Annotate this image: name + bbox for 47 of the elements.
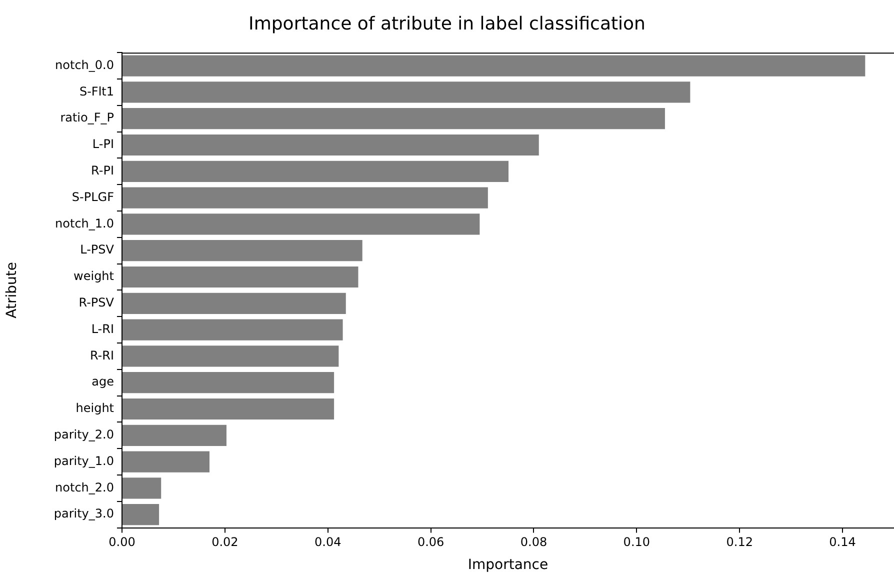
y-tick-label: height	[76, 401, 114, 416]
bar	[122, 55, 866, 76]
bar	[122, 398, 334, 420]
bar	[122, 319, 343, 340]
y-tick-label: L-PI	[92, 137, 114, 152]
y-tick-label: R-PI	[91, 164, 114, 178]
y-tick-label: parity_1.0	[54, 454, 114, 468]
x-tick-label: 0.02	[212, 535, 238, 550]
y-tick-label: L-PSV	[80, 242, 115, 257]
y-tick-label: R-RI	[90, 348, 114, 362]
bar	[122, 451, 210, 472]
x-tick-label: 0.08	[520, 535, 548, 550]
bar	[122, 478, 162, 499]
x-tick-label: 0.12	[726, 535, 753, 550]
bar	[122, 134, 539, 156]
bar	[122, 372, 334, 394]
bar	[122, 82, 690, 103]
bar	[122, 424, 226, 446]
x-tick-label: 0.04	[314, 535, 342, 550]
bar	[122, 346, 339, 367]
x-tick-label: 0.06	[417, 535, 444, 550]
y-tick-label: notch_1.0	[55, 216, 114, 230]
chart-title: Importance of atribute in label classification	[248, 13, 646, 34]
y-tick-label: notch_2.0	[55, 480, 114, 494]
bar	[122, 108, 665, 130]
bar	[122, 240, 362, 262]
y-axis-title: Atribute	[4, 262, 20, 318]
y-tick-label: R-PSV	[78, 296, 115, 310]
y-tick-label: weight	[74, 269, 114, 284]
x-tick-label: 0.14	[829, 535, 856, 550]
y-tick-label: L-RI	[91, 322, 114, 336]
bar	[122, 504, 160, 526]
x-axis-title: Importance	[468, 557, 548, 574]
bar	[122, 266, 358, 288]
y-tick-label: S-PLGF	[72, 190, 114, 204]
bar	[122, 214, 480, 235]
bar	[122, 187, 488, 208]
y-tick-label: parity_2.0	[54, 428, 114, 442]
y-tick-label: ratio_F_P	[60, 110, 114, 125]
x-tick-label: 0.00	[108, 535, 136, 550]
y-tick-label: S-Flt1	[79, 84, 114, 98]
x-tick-label: 0.10	[623, 535, 650, 550]
y-tick-label: age	[92, 374, 114, 389]
bar	[122, 160, 509, 182]
bar	[122, 292, 346, 314]
y-tick-label: parity_3.0	[54, 506, 114, 521]
y-tick-label: notch_0.0	[55, 58, 114, 72]
